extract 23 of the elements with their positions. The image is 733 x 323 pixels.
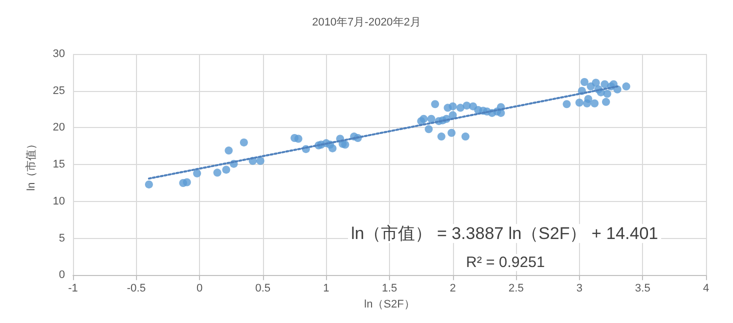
y-tick-label: 30 [52,48,65,60]
y-tick-label: 5 [58,232,65,244]
annotation: ln（市值） = 3.3887 ln（S2F） + 14.401 [351,224,658,243]
y-tick-label: 15 [52,158,65,171]
y-tick-label: 20 [52,122,65,134]
y-tick-label: 10 [52,195,65,208]
x-tick-label: 0 [196,282,203,295]
x-tick-label: 1.5 [382,282,398,295]
x-tick-label: 2 [450,282,456,295]
x-tick-label: 3.5 [635,282,650,295]
annotation: R² = 0.9251 [466,254,545,271]
chart-subtitle: 2010年7月-2020年2月 [312,16,421,28]
x-tick-label: 4 [702,282,710,295]
x-tick-label: -0.5 [126,282,146,295]
x-tick-label: 1 [323,282,330,295]
x-tick-label: 0.5 [255,282,271,295]
x-tick-label: 2.5 [508,282,524,295]
y-tick-label: 25 [52,84,65,97]
x-tick-label: 3 [576,282,582,295]
x-axis-title: ln（S2F） [364,298,415,310]
y-tick-label: 0 [58,269,65,282]
x-tick-label: -1 [68,282,78,295]
y-axis-title: ln（市值） [24,138,38,191]
